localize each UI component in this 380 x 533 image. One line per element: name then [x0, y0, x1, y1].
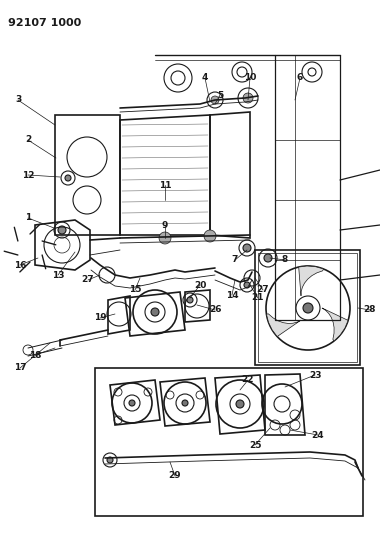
Circle shape	[151, 308, 159, 316]
Circle shape	[243, 244, 251, 252]
Text: 25: 25	[249, 440, 261, 449]
Text: 26: 26	[209, 305, 221, 314]
Text: 17: 17	[14, 364, 26, 373]
Circle shape	[211, 96, 219, 104]
Circle shape	[236, 400, 244, 408]
Text: 2: 2	[25, 135, 31, 144]
Bar	[258, 253, 357, 362]
Text: 28: 28	[364, 305, 376, 314]
Circle shape	[58, 226, 66, 234]
Text: 11: 11	[159, 181, 171, 190]
Text: 27: 27	[256, 286, 269, 295]
Text: 22: 22	[242, 376, 254, 384]
Text: 23: 23	[309, 370, 321, 379]
Circle shape	[204, 230, 216, 242]
Circle shape	[264, 254, 272, 262]
Text: 6: 6	[297, 74, 303, 83]
Circle shape	[244, 282, 250, 288]
Circle shape	[107, 457, 113, 463]
Circle shape	[182, 400, 188, 406]
Text: 3: 3	[15, 95, 21, 104]
Polygon shape	[299, 266, 323, 296]
Text: 27: 27	[82, 276, 94, 285]
Text: 10: 10	[244, 74, 256, 83]
Text: 92107 1000: 92107 1000	[8, 18, 81, 28]
Text: 21: 21	[252, 294, 264, 303]
Circle shape	[303, 303, 313, 313]
Text: 14: 14	[226, 290, 238, 300]
Text: 8: 8	[282, 255, 288, 264]
Text: 5: 5	[217, 91, 223, 100]
Circle shape	[187, 297, 193, 303]
Text: 15: 15	[129, 286, 141, 295]
Circle shape	[243, 93, 253, 103]
Text: 9: 9	[162, 221, 168, 230]
Text: 20: 20	[194, 280, 206, 289]
Bar	[95, 368, 363, 516]
Polygon shape	[266, 314, 301, 336]
Circle shape	[159, 232, 171, 244]
Text: 12: 12	[22, 171, 34, 180]
Text: 1: 1	[25, 214, 31, 222]
Text: 18: 18	[29, 351, 41, 359]
Text: 13: 13	[52, 271, 64, 279]
Text: 4: 4	[202, 74, 208, 83]
Polygon shape	[322, 308, 348, 341]
Circle shape	[65, 175, 71, 181]
Text: 16: 16	[14, 261, 26, 270]
Circle shape	[129, 400, 135, 406]
Text: 24: 24	[312, 431, 324, 440]
Bar	[255, 250, 360, 365]
Text: 7: 7	[232, 255, 238, 264]
Text: 19: 19	[94, 313, 106, 322]
Text: 29: 29	[169, 472, 181, 481]
